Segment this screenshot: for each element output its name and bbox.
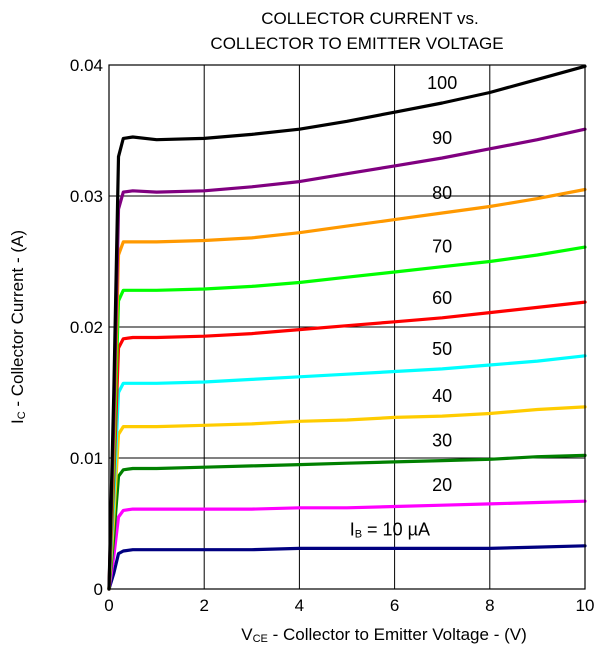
series-label-ib-80: 80 (432, 183, 452, 203)
series-line-ib-60 (107, 300, 587, 591)
x-tick-label: 10 (576, 596, 595, 615)
y-axis-label: IC - Collector Current - (A) (8, 230, 28, 424)
series-label-ib-20: 20 (432, 475, 452, 495)
series-label-ib-60: 60 (432, 288, 452, 308)
x-tick-label: 4 (295, 596, 304, 615)
series-line-ib-80 (107, 187, 587, 591)
series-line-ib-50 (107, 354, 587, 591)
series-line-ib-40 (107, 405, 587, 591)
series-label-ib-50: 50 (432, 339, 452, 359)
chart-title-line-2: COLLECTOR TO EMITTER VOLTAGE (210, 34, 503, 53)
series-label-ib-90: 90 (432, 128, 452, 148)
series-label-ib-40: 40 (432, 386, 452, 406)
series-line-ib-30 (107, 453, 587, 591)
series-label-ib-100: 100 (427, 73, 457, 93)
y-tick-label: 0.03 (70, 187, 103, 206)
series-line-ib-20 (107, 499, 587, 591)
series-label-ib-10: IB = 10 µA (350, 519, 430, 540)
y-tick-label: 0 (94, 580, 103, 599)
x-tick-label: 8 (485, 596, 494, 615)
y-tick-label: 0.01 (70, 449, 103, 468)
series-line-ib-90 (107, 127, 587, 591)
series-line-ib-100 (107, 64, 587, 591)
plot-frame (108, 64, 586, 590)
series-label-ib-70: 70 (432, 237, 452, 257)
chart-title-line-1: COLLECTOR CURRENT vs. (261, 9, 479, 28)
x-axis-label: VCE - Collector to Emitter Voltage - (V) (241, 625, 527, 645)
series-label-ib-30: 30 (432, 431, 452, 451)
series-line-ib-70 (107, 245, 587, 591)
y-tick-label: 0.02 (70, 318, 103, 337)
x-tick-label: 6 (390, 596, 399, 615)
series-curves (107, 64, 587, 591)
series-line-ib-10 (107, 544, 587, 591)
series-labels: IB = 10 µA 20 30 40 50 60 70 80 90 100 (350, 73, 458, 540)
y-tick-label: 0.04 (70, 56, 103, 75)
x-tick-label: 0 (104, 596, 113, 615)
x-tick-label: 2 (199, 596, 208, 615)
